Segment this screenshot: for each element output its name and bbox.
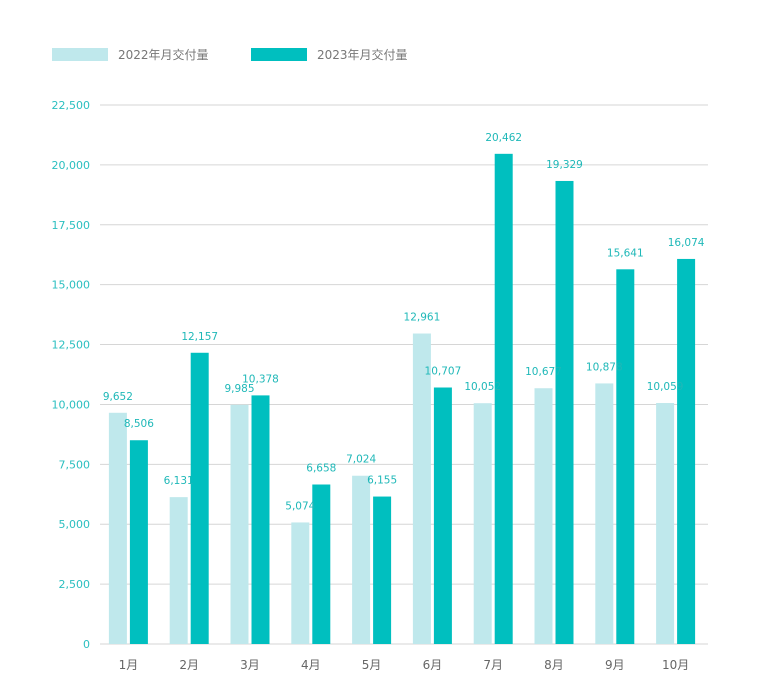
data-label: 7,024 [346, 454, 376, 466]
y-tick-label: 22,500 [52, 99, 91, 112]
data-label: 9,652 [103, 391, 133, 403]
data-label: 8,506 [124, 418, 154, 430]
bar [473, 403, 492, 644]
x-tick-label: 1月 [119, 658, 139, 672]
y-tick-label: 5,000 [59, 518, 91, 531]
x-tick-label: 6月 [423, 658, 443, 672]
data-label: 6,658 [306, 463, 336, 475]
y-tick-label: 20,000 [52, 159, 91, 172]
data-label: 10,052 [464, 381, 501, 393]
x-tick-label: 10月 [662, 658, 689, 672]
y-tick-label: 0 [83, 638, 90, 651]
legend-label-2023: 2023年月交付量 [317, 47, 408, 62]
bar [656, 403, 675, 644]
y-tick-label: 10,000 [52, 398, 91, 411]
x-tick-label: 8月 [544, 658, 564, 672]
bar [251, 395, 270, 644]
bar [312, 484, 331, 644]
bar [616, 269, 635, 644]
bar [129, 440, 148, 644]
legend-label-2022: 2022年月交付量 [118, 47, 209, 62]
bar [595, 383, 614, 644]
bar [373, 496, 392, 644]
bar [352, 475, 371, 644]
x-tick-label: 3月 [240, 658, 260, 672]
bar [555, 180, 574, 644]
y-axis: 0 2,500 5,000 7,500 10,000 12,500 15,000 17,500… [52, 99, 91, 651]
data-label: 5,074 [285, 500, 315, 512]
x-tick-label: 5月 [362, 658, 382, 672]
bar [169, 497, 188, 644]
data-label: 15,641 [607, 247, 644, 259]
data-label: 16,074 [668, 237, 705, 249]
data-label: 10,707 [425, 366, 462, 378]
bar [677, 258, 696, 644]
y-tick-label: 12,500 [52, 339, 91, 352]
data-label: 10,677 [525, 366, 562, 378]
bar [190, 352, 209, 644]
x-tick-label: 9月 [605, 658, 625, 672]
bar [291, 522, 310, 644]
y-tick-label: 17,500 [52, 219, 91, 232]
data-label: 6,131 [164, 475, 194, 487]
data-label: 10,878 [586, 361, 623, 373]
x-tick-label: 4月 [301, 658, 321, 672]
data-label: 20,462 [485, 132, 522, 144]
legend: 2022年月交付量 2023年月交付量 [52, 47, 408, 62]
bar [494, 153, 513, 645]
bar [230, 404, 249, 644]
bars [108, 153, 696, 645]
y-tick-label: 15,000 [52, 279, 91, 292]
data-label: 10,378 [242, 373, 279, 385]
data-label: 19,329 [546, 159, 583, 171]
data-label: 6,155 [367, 475, 397, 487]
data-label: 12,157 [181, 331, 218, 343]
bar [534, 388, 553, 644]
bar [108, 412, 127, 644]
x-axis: 1月 2月 3月 4月 5月 6月 7月 8月 9月 10月 [119, 658, 690, 672]
legend-swatch-2023 [251, 48, 307, 61]
y-tick-label: 2,500 [59, 578, 91, 591]
bar [433, 387, 452, 644]
y-tick-label: 7,500 [59, 458, 91, 471]
data-label: 10,059 [647, 381, 684, 393]
bar [412, 333, 431, 644]
data-label: 12,961 [404, 312, 441, 324]
x-tick-label: 2月 [179, 658, 199, 672]
x-tick-label: 7月 [483, 658, 503, 672]
data-label: 9,985 [224, 383, 254, 395]
legend-swatch-2022 [52, 48, 108, 61]
